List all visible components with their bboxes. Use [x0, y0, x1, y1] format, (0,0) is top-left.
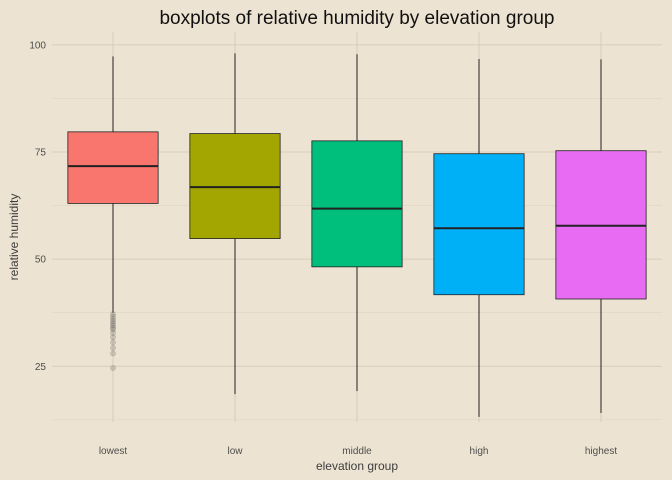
- outlier-point: [110, 326, 116, 333]
- outlier-point: [110, 365, 116, 371]
- outlier-point: [110, 339, 116, 346]
- x-tick-label: middle: [342, 446, 372, 457]
- x-axis-ticks: lowest low middle high highest: [99, 446, 618, 457]
- x-tick-label: low: [227, 446, 243, 457]
- outlier-point: [110, 324, 116, 331]
- outlier-point: [110, 329, 116, 336]
- outlier-point: [110, 318, 116, 325]
- box-highest: [555, 59, 647, 413]
- outlier-point: [110, 316, 116, 323]
- outlier-point: [110, 311, 116, 317]
- box-body: [433, 153, 525, 296]
- outlier-point: [110, 313, 116, 320]
- y-tick-label: 100: [29, 40, 46, 51]
- box-low: [189, 53, 281, 395]
- y-axis-label: relative humidity: [7, 194, 21, 281]
- box-body: [311, 140, 403, 268]
- outlier-point: [110, 334, 116, 341]
- box-body: [189, 133, 281, 239]
- y-tick-label: 25: [35, 362, 47, 373]
- outlier-point: [110, 320, 116, 327]
- y-tick-label: 50: [35, 255, 47, 266]
- x-tick-label: highest: [585, 446, 617, 457]
- x-tick-label: high: [470, 446, 489, 457]
- box-body: [67, 131, 159, 204]
- box-lowest: [67, 56, 159, 371]
- chart-title: boxplots of relative humidity by elevati…: [159, 8, 554, 29]
- outlier-point: [110, 322, 116, 329]
- box-middle: [311, 54, 403, 392]
- y-tick-label: 75: [35, 148, 47, 159]
- boxplot-boxes: [67, 53, 647, 417]
- x-axis-label: elevation group: [316, 459, 398, 473]
- y-axis-ticks: 25 50 75 100: [29, 40, 46, 372]
- box-high: [433, 59, 525, 417]
- x-tick-label: lowest: [99, 446, 128, 457]
- outlier-point: [110, 350, 116, 357]
- outlier-point: [110, 344, 116, 351]
